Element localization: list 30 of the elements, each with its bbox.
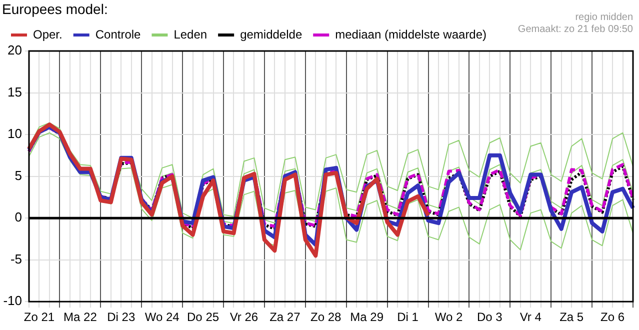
x-tick-label: Ma 22	[64, 310, 98, 324]
legend-label: Controle	[95, 27, 142, 42]
x-tick-label: Vr 4	[520, 310, 542, 324]
legend-label: Oper.	[33, 27, 62, 42]
legend-label: Leden	[174, 27, 208, 42]
x-tick-label: Zo 28	[310, 310, 342, 324]
x-tick-label: Di 23	[107, 310, 136, 324]
legend-label: mediaan (middelste waarde)	[335, 27, 487, 42]
x-tick-label: Za 27	[270, 310, 301, 324]
x-tick-label: Za 5	[560, 310, 584, 324]
text: Gemaakt: zo 21 feb 09:50	[518, 24, 633, 36]
y-tick-label: 20	[8, 42, 22, 58]
x-tick-label: Do 25	[187, 310, 220, 324]
y-tick-label: 15	[8, 84, 22, 100]
legend-label: gemiddelde	[240, 27, 302, 42]
y-tick-label: -10	[3, 293, 22, 308]
x-tick-label: Zo 21	[24, 310, 55, 324]
x-tick-label: Wo 2	[434, 310, 463, 324]
y-tick-label: -5	[10, 251, 22, 266]
y-tick-label: 0	[14, 210, 22, 225]
x-tick-label: Di 1	[397, 310, 419, 324]
text: regio midden	[574, 12, 633, 24]
chart-title: Europees model:	[2, 1, 108, 17]
x-tick-label: Wo 24	[144, 310, 180, 324]
y-tick-label: 5	[14, 168, 22, 183]
x-tick-label: Do 3	[477, 310, 503, 324]
x-tick-label: Zo 6	[600, 310, 625, 324]
x-tick-label: Ma 29	[350, 310, 384, 324]
y-tick-label: 10	[8, 126, 22, 142]
x-tick-label: Vr 26	[230, 310, 258, 324]
